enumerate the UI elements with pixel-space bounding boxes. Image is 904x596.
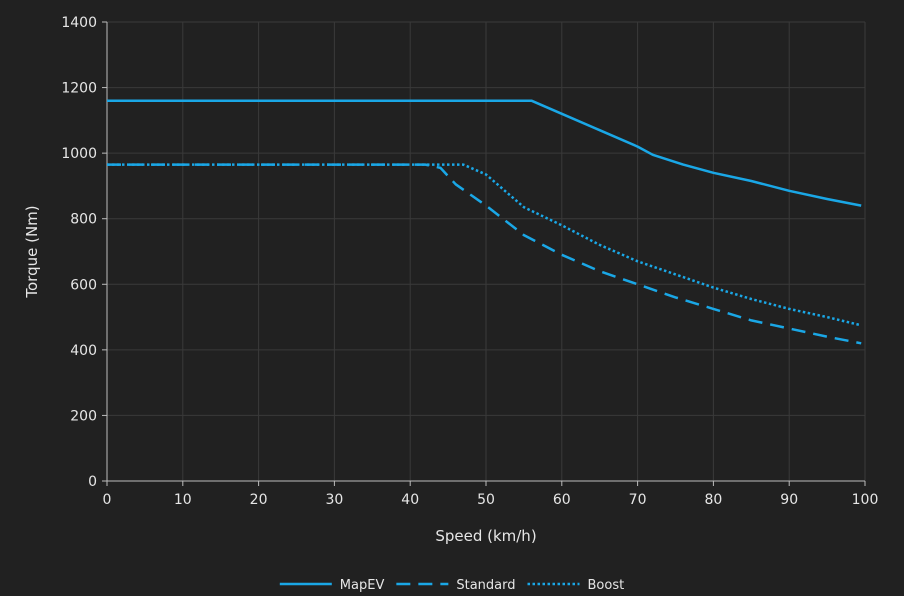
y-tick-label: 1000	[61, 146, 97, 162]
x-tick-label: 90	[780, 492, 798, 508]
legend-item-mapev[interactable]: MapEV	[279, 578, 385, 593]
series-lines	[107, 99, 862, 345]
y-tick-label: 0	[88, 474, 97, 490]
x-tick-label: 40	[401, 492, 419, 508]
x-tick-label: 70	[629, 492, 647, 508]
axes: 0 10 20 30 40 50 60 70 80 90 100020040060080010001…	[61, 15, 878, 508]
y-tick-label: 400	[70, 343, 97, 359]
x-tick-label: 60	[553, 492, 571, 508]
x-axis-title: Speed (km/h)	[435, 527, 536, 545]
series-line-mapev	[107, 99, 862, 207]
legend-label: MapEV	[340, 578, 385, 593]
x-tick-label: 10	[174, 492, 192, 508]
y-tick-label: 600	[70, 277, 97, 293]
y-tick-label: 800	[70, 212, 97, 228]
x-tick-label: 50	[477, 492, 495, 508]
y-axis-title: Torque (Nm)	[23, 205, 41, 298]
x-tick-label: 80	[704, 492, 722, 508]
x-tick-label: 0	[103, 492, 112, 508]
series-line-standard	[107, 163, 862, 345]
legend-item-boost[interactable]: Boost	[527, 578, 625, 593]
grid	[106, 21, 866, 482]
series-line-boost	[107, 163, 862, 327]
x-tick-label: 20	[250, 492, 268, 508]
y-tick-label: 1400	[61, 15, 97, 31]
x-tick-label: 30	[325, 492, 343, 508]
legend-label: Boost	[588, 578, 625, 593]
legend-item-standard[interactable]: Standard	[396, 578, 516, 593]
y-tick-label: 1200	[61, 81, 97, 97]
legend[interactable]: MapEV Standard Boost	[279, 578, 625, 593]
x-tick-label: 100	[852, 492, 879, 508]
legend-label: Standard	[456, 578, 515, 593]
y-tick-label: 200	[70, 408, 97, 424]
